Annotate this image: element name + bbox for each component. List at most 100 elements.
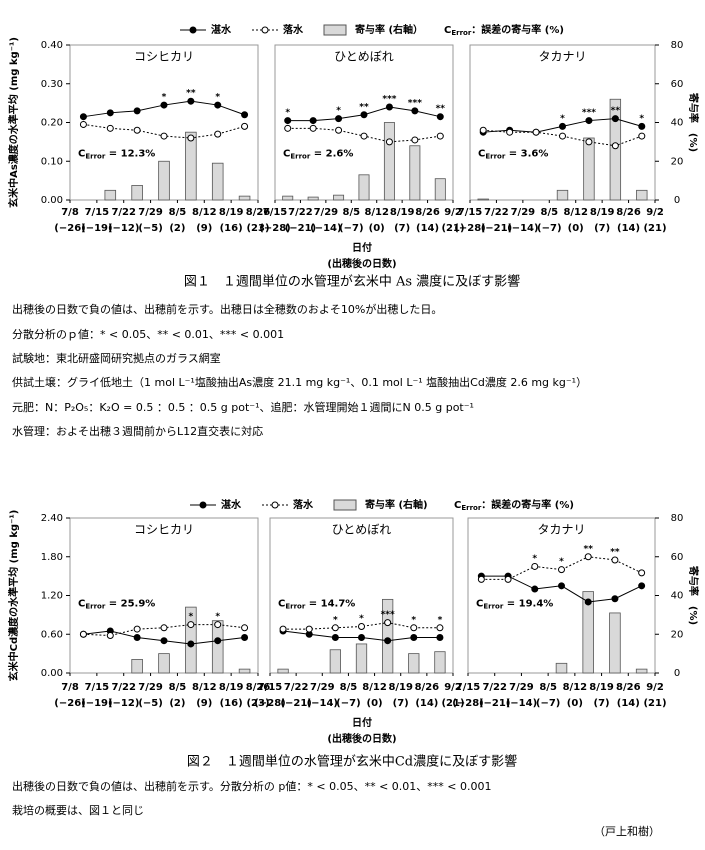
significance: *	[285, 108, 290, 118]
x-tick-label: 9/2	[646, 682, 664, 693]
bar	[609, 612, 621, 674]
point	[611, 595, 619, 603]
y-tick-label: 0.30	[41, 79, 63, 90]
point	[133, 107, 141, 115]
significance: *	[359, 614, 364, 624]
point	[584, 598, 592, 606]
y2-tick-label: 60	[671, 552, 684, 563]
panel-title: コシヒカリ	[134, 523, 194, 537]
y2-tick-label: 40	[671, 591, 684, 602]
point	[410, 633, 418, 641]
x-tick-sublabel: (−21)	[285, 223, 316, 234]
x-tick-label: 8/12	[563, 682, 588, 693]
c-subscript: Error	[290, 153, 310, 161]
c-subscript: Error	[85, 153, 105, 161]
note: 水管理：およそ出穂３週間前からL12直交表に対応	[12, 424, 263, 438]
point	[214, 130, 222, 138]
bar	[582, 591, 594, 674]
point	[436, 113, 444, 121]
point	[638, 582, 646, 590]
c-letter: C	[454, 500, 461, 511]
significance: *	[532, 554, 537, 564]
x-tick-sublabel: (2)	[169, 223, 185, 234]
x-tick-sublabel: (−14)	[310, 223, 341, 234]
point	[531, 562, 539, 570]
x-tick-label: 9/2	[444, 682, 462, 693]
bar	[555, 662, 568, 674]
legend-label: 湛水	[211, 23, 232, 36]
point	[611, 556, 619, 564]
y-axis-label: 玄米中Cd濃度の水準平均 (mg kg⁻¹)	[7, 510, 20, 682]
point	[611, 115, 619, 123]
x-tick-label: 7/29	[314, 207, 339, 218]
point	[160, 132, 168, 140]
c-subscript: Error	[461, 504, 481, 512]
significance: *	[560, 114, 565, 124]
point	[638, 569, 646, 577]
x-tick-label: 7/8	[61, 207, 79, 218]
x-tick-label: 7/8	[61, 682, 79, 693]
point	[160, 101, 168, 109]
x-tick-sublabel: (−19)	[81, 698, 112, 709]
point	[532, 128, 540, 136]
x-tick-sublabel: (9)	[196, 223, 212, 234]
y-tick-label: 2.40	[41, 513, 63, 524]
note: 分散分析のｐ値：* < 0.05、** < 0.01、*** < 0.001	[12, 327, 284, 341]
x-tick-sublabel: (−19)	[81, 223, 112, 234]
x-axis-label: (出穂後の日数)	[327, 257, 396, 270]
point	[504, 575, 512, 583]
annotation: CError = 14.7%	[278, 598, 355, 610]
point	[241, 111, 249, 119]
bar	[383, 122, 395, 201]
x-tick-sublabel: (21)	[441, 223, 464, 234]
note: 供試土壌：グライ低地土（1 mol L⁻¹塩酸抽出As濃度 21.1 mg kg…	[12, 375, 587, 389]
point	[410, 624, 418, 632]
point	[160, 624, 168, 632]
plot-frame	[69, 517, 259, 674]
legend-swatch	[199, 501, 207, 509]
point	[284, 124, 292, 132]
x-tick-sublabel: (0)	[367, 698, 383, 709]
x-tick-sublabel: (−26)	[54, 223, 85, 234]
legend-label: CError：誤差の寄与率 (%)	[444, 23, 564, 37]
x-tick-sublabel: (0)	[567, 698, 583, 709]
x-tick-label: 7/22	[111, 207, 136, 218]
point	[585, 138, 593, 146]
x-tick-label: 8/12	[192, 682, 217, 693]
x-tick-sublabel: (−7)	[339, 223, 363, 234]
x-tick-label: 7/15	[456, 682, 481, 693]
panel-title: タカナリ	[537, 523, 585, 537]
y-tick-label: 0.00	[41, 668, 63, 679]
bar	[211, 620, 224, 674]
annotation: CError = 3.6%	[478, 149, 548, 161]
x-tick-label: 9/2	[646, 207, 664, 218]
point	[385, 103, 393, 111]
point	[241, 624, 249, 632]
caption: 図１ １週間単位の水管理が玄米中 As 濃度に及ぼす影響	[184, 274, 520, 290]
point	[284, 117, 292, 125]
x-tick-label: 7/15	[85, 207, 110, 218]
point	[335, 115, 343, 123]
note: 出穂後の日数で負の値は、出穂前を示す。出穂日は全穂数のおよそ10%が出穂した日。	[12, 302, 442, 316]
point	[436, 624, 444, 632]
c-subscript: Error	[485, 153, 505, 161]
point	[309, 124, 317, 132]
bar	[211, 162, 224, 201]
point	[411, 136, 419, 144]
x-tick-sublabel: (16)	[220, 698, 243, 709]
legend-label: 寄与率 (右軸)	[365, 498, 428, 511]
x-tick-sublabel: (−14)	[307, 698, 338, 709]
caption: 図２ １週間単位の水管理が玄米中Cd濃度に及ぼす影響	[187, 754, 517, 770]
point	[160, 637, 168, 645]
note: 栽培の概要は、図１と同じ	[12, 803, 144, 817]
c-letter: C	[278, 598, 285, 609]
c-text: ：誤差の寄与率 (%)	[471, 23, 564, 36]
y-tick-label: 0.40	[41, 40, 63, 51]
y2-tick-label: 40	[671, 118, 684, 129]
plot-frame	[467, 517, 656, 674]
point	[385, 138, 393, 146]
x-tick-label: 8/19	[388, 682, 413, 693]
bar	[434, 178, 446, 201]
x-axis-label: 日付	[352, 241, 372, 254]
